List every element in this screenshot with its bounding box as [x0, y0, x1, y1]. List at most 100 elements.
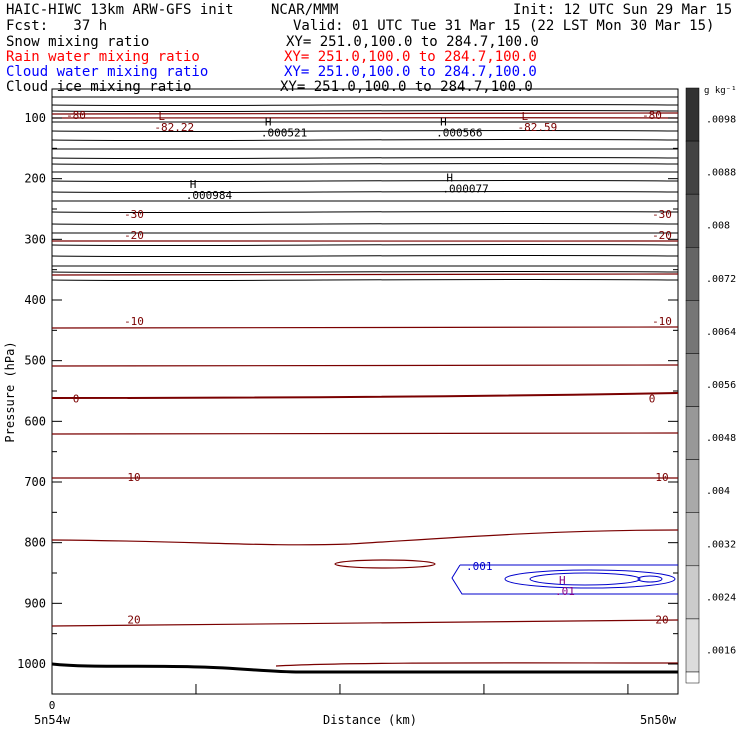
temperature-contour	[51, 273, 679, 276]
colorbar-label: .0048	[706, 433, 736, 444]
colorbar-segment	[685, 353, 700, 407]
temperature-contour	[51, 364, 679, 367]
ground-surface-line	[51, 662, 678, 674]
colorbar-label: .004	[706, 486, 730, 497]
temperature-contour-label: -10	[124, 315, 144, 328]
colorbar-label: .0016	[706, 645, 736, 656]
colorbar-label: .0056	[706, 380, 736, 391]
model-title: HAIC-HIWC 13km ARW-GFS init	[6, 2, 234, 18]
field-xy-snow: XY= 251.0,100.0 to 284.7,100.0	[286, 34, 539, 50]
snow-contour-line	[51, 138, 679, 142]
y-tick-label: 200	[24, 172, 46, 186]
temperature-contour-label: -30	[652, 208, 672, 221]
colorbar-segment	[685, 459, 700, 513]
extremum-value: .000077	[442, 183, 488, 196]
y-tick-label: 1000	[17, 657, 46, 671]
snow-contour-line	[51, 109, 679, 113]
cloud-water-contour-label: .001	[466, 560, 493, 573]
colorbar-label: .0098	[706, 115, 736, 126]
snow-contour-line	[51, 278, 679, 282]
snow-contour-line	[51, 129, 679, 133]
extremum-marker-l: L	[158, 110, 165, 123]
snow-contour-line	[51, 222, 679, 226]
extremum-marker-h: H	[190, 178, 197, 191]
extremum-marker-l: L	[522, 110, 529, 123]
temperature-contour-label: -30	[124, 208, 144, 221]
y-axis-label: Pressure (hPa)	[3, 341, 17, 442]
temperature-contour	[51, 326, 679, 329]
field-label-cloud-water: Cloud water mixing ratio	[6, 64, 209, 80]
y-tick-label: 800	[24, 536, 46, 550]
colorbar-label: .0024	[706, 592, 736, 603]
y-tick-label: 400	[24, 293, 46, 307]
snow-contour-line	[51, 162, 679, 166]
field-xy-cloud-water: XY= 251.0,100.0 to 284.7,100.0	[284, 64, 537, 80]
colorbar-label: .0072	[706, 274, 736, 285]
colorbar-segment	[685, 87, 700, 142]
y-tick-label: 100	[24, 111, 46, 125]
temperature-contour	[51, 477, 679, 479]
colorbar-segment	[685, 512, 700, 567]
init-time: Init: 12 UTC Sun 29 Mar 15	[513, 2, 733, 18]
temperature-contour-label: -80	[642, 109, 662, 122]
field-label-rain: Rain water mixing ratio	[6, 49, 200, 65]
temperature-contour-label: -10	[652, 315, 672, 328]
temperature-contour	[51, 392, 679, 399]
temperature-contour	[275, 662, 679, 667]
extremum-marker-h: H	[446, 172, 453, 185]
snow-contour-line	[51, 243, 679, 247]
colorbar-segment	[685, 565, 700, 620]
temperature-contour	[51, 117, 679, 119]
colorbar-label: .0088	[706, 168, 736, 179]
org-label: NCAR/MMM	[271, 2, 339, 18]
cloud-water-contour	[451, 564, 678, 595]
colorbar-segment	[685, 193, 700, 248]
field-xy-cloud-ice: XY= 251.0,100.0 to 284.7,100.0	[280, 79, 533, 95]
x-tick-label: 0	[49, 699, 56, 712]
temperature-contour-label: 20	[127, 614, 140, 627]
colorbar-segment	[685, 618, 700, 673]
temperature-contour-label: -20	[652, 229, 672, 242]
snow-contour-line	[51, 190, 679, 194]
snow-contour-line	[51, 210, 679, 214]
snow-contour-line	[51, 270, 679, 274]
temperature-contour	[51, 112, 679, 115]
temperature-contour-label: 0	[73, 392, 80, 405]
temperature-contour-label: 10	[655, 471, 668, 484]
y-tick-label: 600	[24, 414, 46, 428]
colorbar-segment	[685, 671, 700, 684]
snow-contour-line	[51, 156, 679, 160]
extremum-marker-h: H	[559, 574, 566, 587]
temperature-contour-label: -80	[66, 109, 86, 122]
colorbar-segment	[685, 406, 700, 460]
field-xy-rain: XY= 251.0,100.0 to 284.7,100.0	[284, 49, 537, 65]
forecast-hour: Fcst: 37 h	[6, 18, 108, 34]
x-start-label: 5n54w	[34, 713, 71, 727]
extremum-marker-h: H	[265, 115, 272, 128]
y-tick-label: 900	[24, 596, 46, 610]
extremum-marker-h: H	[440, 115, 447, 128]
extremum-value: -82.59	[518, 121, 558, 134]
temperature-contour	[51, 432, 679, 436]
field-label-snow: Snow mixing ratio	[6, 34, 150, 50]
temperature-contour-label: 20	[655, 614, 668, 627]
colorbar-label: .0064	[706, 327, 736, 338]
extremum-value: .000521	[261, 126, 307, 139]
temperature-contour-label: -20	[124, 229, 144, 242]
temperature-contour-label: 0	[649, 392, 656, 405]
y-tick-label: 300	[24, 232, 46, 246]
x-end-label: 5n50w	[640, 713, 677, 727]
valid-time: Valid: 01 UTC Tue 31 Mar 15 (22 LST Mon …	[293, 18, 715, 34]
x-axis-label: Distance (km)	[323, 713, 417, 727]
y-tick-label: 500	[24, 354, 46, 368]
temperature-contour-label: 10	[127, 471, 140, 484]
colorbar-segment	[685, 247, 700, 301]
colorbar-label: .008	[706, 221, 730, 232]
snow-contour-line	[51, 103, 679, 107]
cloud-water-contour	[504, 569, 676, 589]
temperature-contour-closed	[334, 559, 436, 569]
plot-frame	[51, 88, 679, 695]
extremum-value: .000566	[436, 126, 482, 139]
extremum-value: .01	[555, 585, 575, 598]
